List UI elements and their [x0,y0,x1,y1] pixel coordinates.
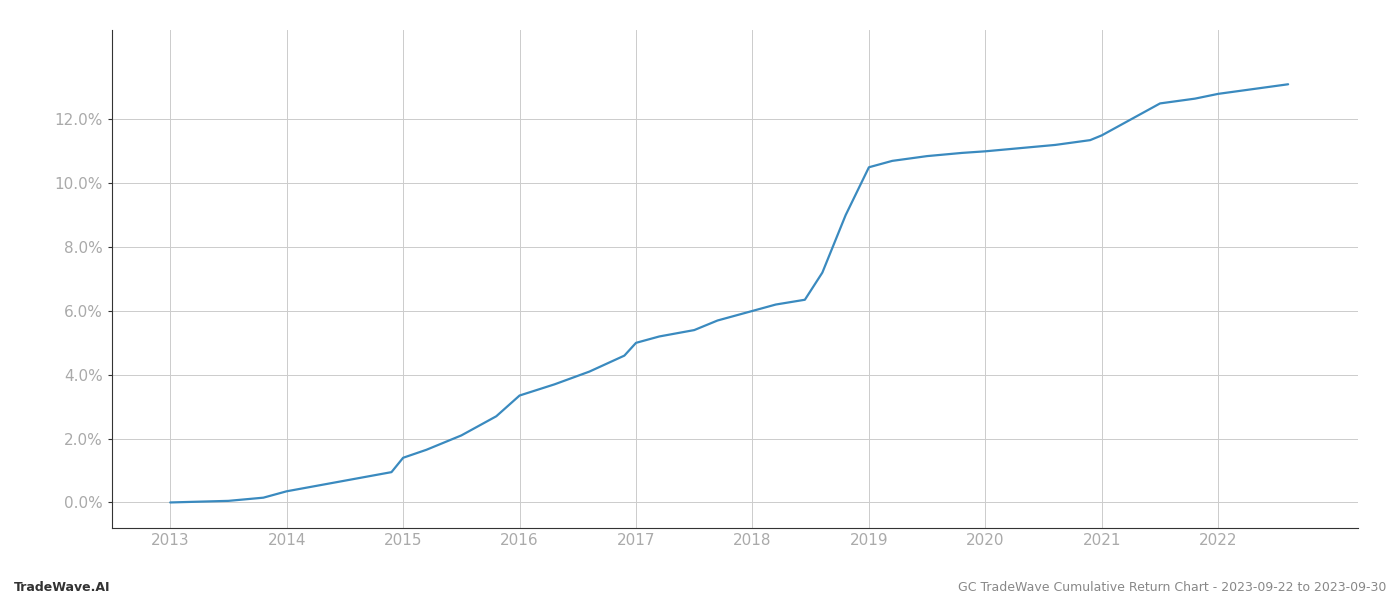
Text: TradeWave.AI: TradeWave.AI [14,581,111,594]
Text: GC TradeWave Cumulative Return Chart - 2023-09-22 to 2023-09-30: GC TradeWave Cumulative Return Chart - 2… [958,581,1386,594]
